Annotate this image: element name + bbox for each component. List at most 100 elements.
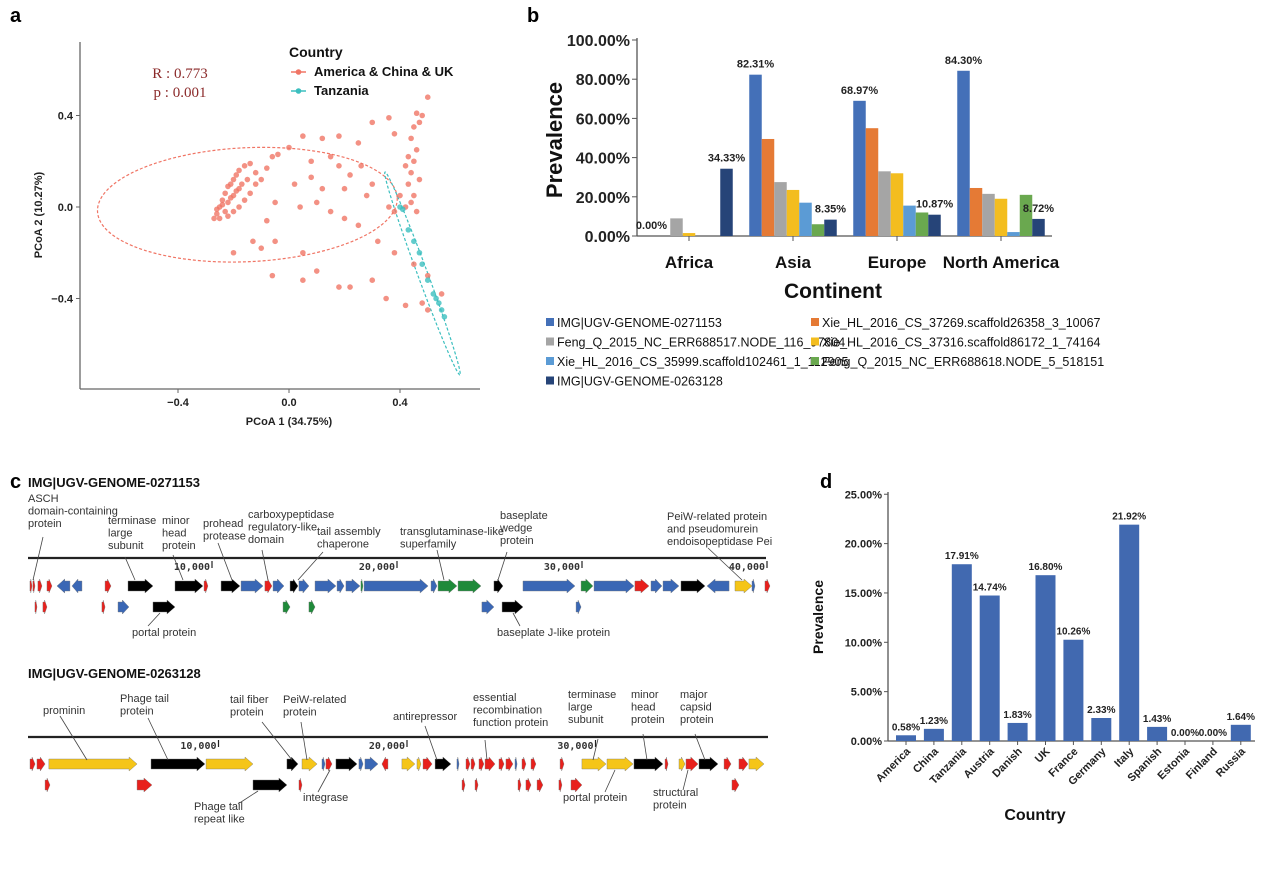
gene-arrow — [345, 578, 361, 594]
data-label: 0.00% — [1199, 728, 1227, 739]
x-axis-label: Country — [1004, 807, 1065, 824]
gene-annotation: prominin — [43, 705, 85, 717]
gene-annotation: minor head protein — [162, 515, 196, 552]
annotation-leader-line — [32, 536, 44, 581]
america-china-uk-point — [411, 158, 417, 165]
gene-arrow — [593, 578, 635, 594]
gene-arrow — [29, 578, 33, 594]
x-tick-label: −0.4 — [167, 397, 190, 409]
bar — [853, 100, 866, 236]
legend: Country America & China & UK Tanzania — [289, 44, 454, 98]
tanzania-point — [441, 314, 448, 320]
gene-arrow — [558, 777, 563, 793]
bar — [896, 735, 916, 741]
gene-arrow — [764, 578, 771, 594]
gene-arrow — [308, 599, 316, 615]
legend-label: IMG|UGV-GENOME-0263128 — [557, 375, 723, 389]
scale-tick-label: 40,000 — [729, 562, 765, 573]
annotation-line: prohead — [203, 518, 243, 530]
annotation-leader-line — [604, 769, 616, 793]
bar — [1032, 218, 1045, 236]
america-china-uk-point — [214, 211, 220, 217]
america-china-uk-point — [230, 176, 237, 183]
y-tick-label: 10.00% — [845, 637, 883, 649]
bar — [1119, 524, 1140, 741]
gene-annotation: PeiW-related protein — [283, 694, 346, 719]
annotation-leader-line — [694, 733, 706, 761]
gene-arrow — [363, 578, 429, 594]
america-china-uk-point — [214, 206, 220, 213]
bar — [957, 70, 970, 236]
legend-marker-dot — [295, 69, 302, 75]
america-china-uk-point — [411, 192, 417, 199]
gene-arrow — [522, 578, 576, 594]
america-china-uk-point — [219, 197, 226, 203]
gene-arrow — [570, 777, 583, 793]
america-china-uk-point — [319, 135, 326, 142]
gene-annotation: portal protein — [132, 627, 196, 639]
category-label: America — [874, 745, 914, 785]
america-china-uk-point — [230, 208, 237, 215]
x-tick-label: 0.4 — [392, 397, 408, 409]
gene-arrow — [401, 756, 416, 772]
annotation-line: terminase — [568, 689, 616, 701]
r-statistic: R : 0.773 — [152, 66, 207, 82]
annotation-line: prominin — [43, 705, 85, 717]
america-china-uk-point — [225, 213, 231, 219]
annotation-line: Phage tail — [120, 693, 169, 705]
bar — [915, 212, 929, 236]
data-label: 84.30% — [945, 55, 983, 67]
bar — [811, 224, 825, 236]
america-china-uk-point — [264, 217, 270, 224]
gene-arrow — [456, 756, 460, 772]
annotation-leader-line — [642, 733, 648, 761]
america-china-uk-point — [405, 153, 412, 160]
category-label: Europe — [868, 253, 927, 272]
annotation-line: chaperone — [317, 539, 369, 551]
legend-label: Feng_Q_2015_NC_ERR688517.NODE_116_97804 — [557, 336, 845, 350]
gene-arrow — [680, 578, 706, 594]
america-china-uk-point — [216, 215, 223, 222]
bar — [749, 74, 762, 237]
annotation-line: essential — [473, 692, 516, 704]
x-tick-label: 0.0 — [281, 397, 296, 409]
annotation-leader-line — [59, 715, 88, 761]
gene-annotation: ASCH domain-containing protein — [28, 493, 118, 530]
legend-swatch — [546, 376, 554, 385]
gene-arrow — [430, 578, 438, 594]
gene-arrow — [37, 578, 43, 594]
confidence-ellipse — [384, 171, 461, 376]
tanzania-point — [430, 291, 437, 297]
bar — [1147, 726, 1168, 741]
gene-arrow — [422, 756, 433, 772]
america-china-uk-point — [369, 119, 376, 126]
annotation-line: protein — [500, 535, 534, 547]
america-china-uk-point — [230, 249, 237, 256]
america-china-uk-point — [419, 112, 426, 119]
legend-swatch — [811, 318, 819, 326]
gene-arrow — [525, 777, 532, 793]
category-label: Danish — [990, 745, 1025, 780]
gene-annotation: portal protein — [563, 792, 627, 804]
gene-arrow — [505, 756, 514, 772]
bar — [824, 219, 837, 236]
y-axis-label: Prevalence — [542, 82, 567, 198]
gene-arrow — [48, 756, 138, 772]
data-label: 10.87% — [916, 199, 954, 211]
gene-arrow — [364, 756, 379, 772]
gene-arrow — [434, 756, 452, 772]
gene-arrow — [44, 777, 51, 793]
america-china-uk-point — [247, 190, 253, 197]
america-china-uk-point — [386, 114, 392, 121]
gene-arrow — [457, 578, 482, 594]
y-tick-label: 0.00% — [585, 229, 630, 246]
data-label: 1.83% — [1003, 710, 1031, 721]
gene-annotation: baseplate wedge protein — [499, 510, 548, 547]
bar — [774, 182, 787, 236]
annotation-line: tail assembly — [317, 526, 381, 538]
data-label: 8.35% — [815, 204, 846, 216]
gene-arrow — [706, 578, 730, 594]
gene-arrow — [56, 578, 71, 594]
legend-label: America & China & UK — [314, 64, 454, 79]
